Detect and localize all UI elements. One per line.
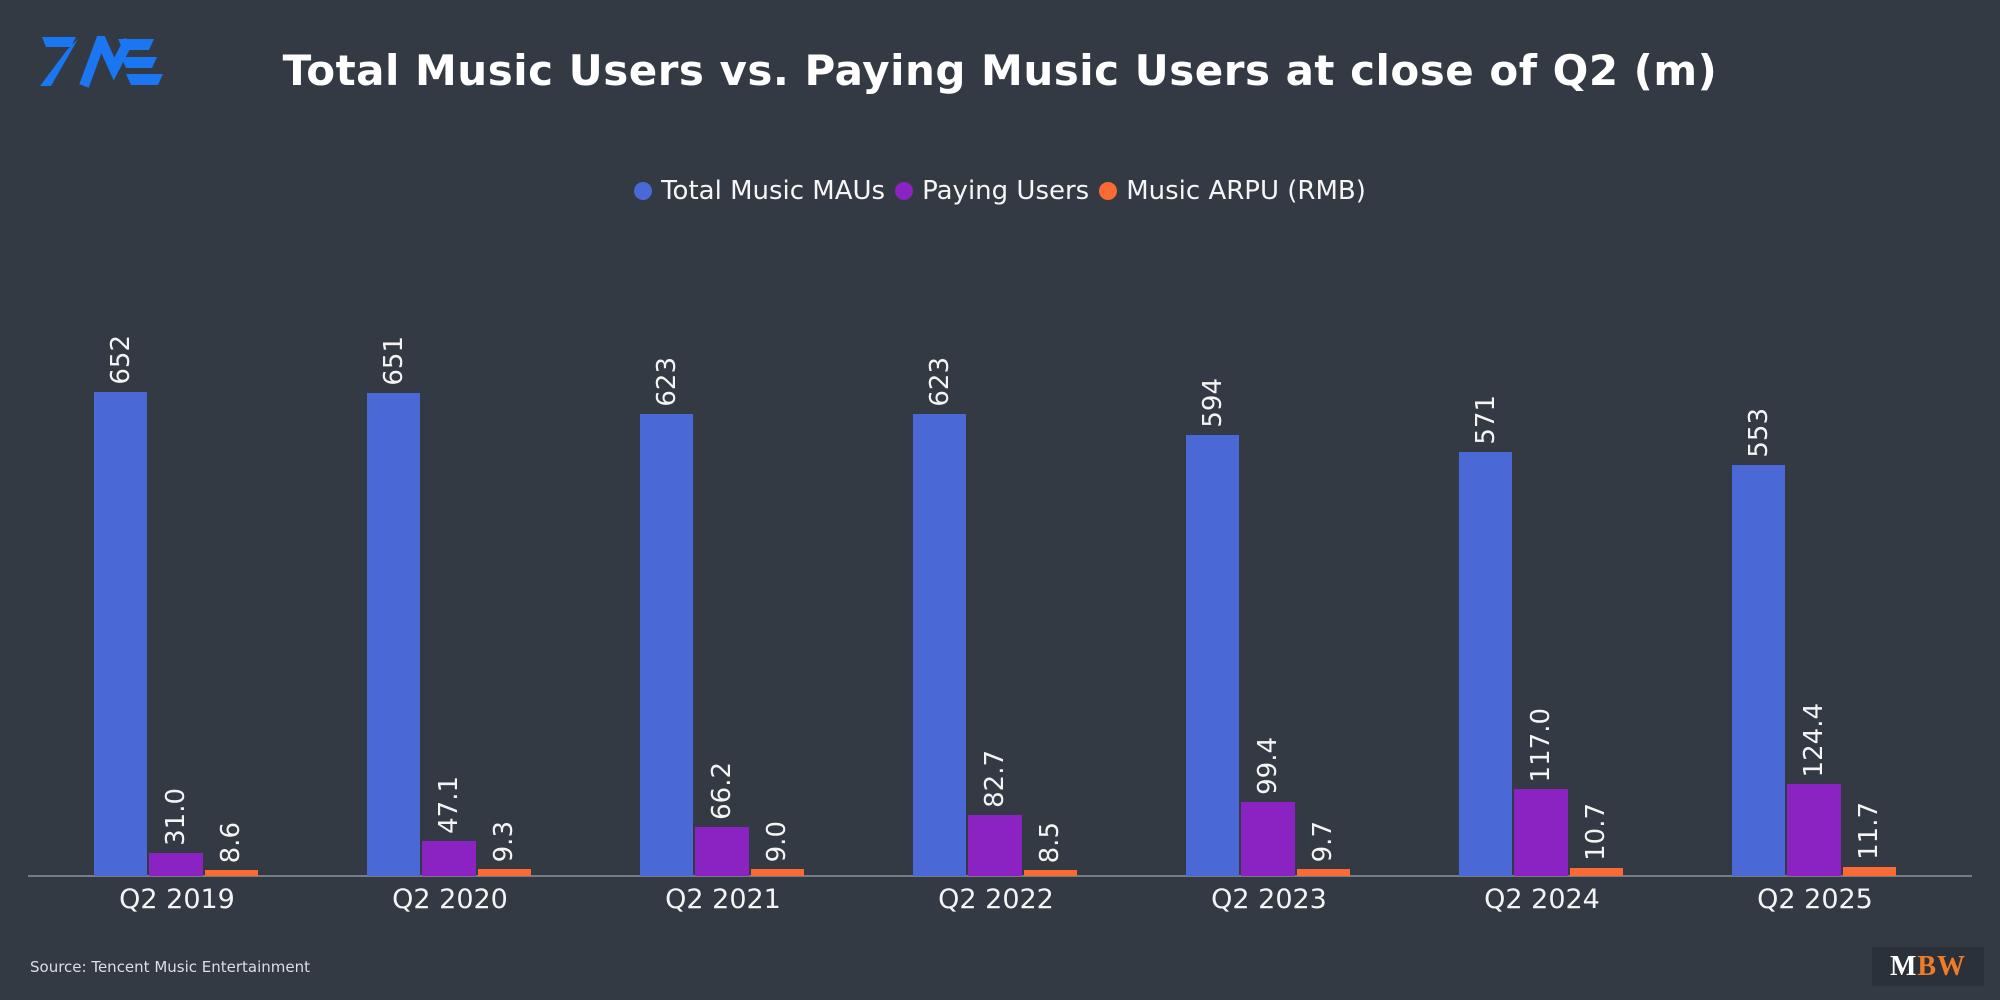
bar-total-music-maus-q2-2019: 652: [94, 335, 148, 876]
x-axis-label-q2-2023: Q2 2023: [1211, 884, 1327, 915]
bar-music-arpu-rmb--q2-2025: 11.7: [1842, 802, 1896, 876]
bar-music-arpu-rmb--q2-2023: 9.7: [1296, 821, 1350, 876]
chart-title: Total Music Users vs. Paying Music Users…: [282, 46, 1718, 95]
x-axis-label-q2-2025: Q2 2025: [1757, 884, 1873, 915]
bar-group-q2-2023: 594 99.4 9.7 Q2 2023: [1186, 378, 1352, 915]
legend-item-music-arpu: Music ARPU (RMB): [1099, 176, 1366, 206]
bar-group-q2-2024: 571 117.0 10.7 Q2 2024: [1459, 392, 1625, 915]
bar-group-q2-2025: 553 124.4 11.7 Q2 2025: [1732, 392, 1898, 915]
bar-value-label: 82.7: [979, 750, 1010, 808]
x-axis-line: [28, 875, 1972, 877]
bar-value-label: 553: [1743, 408, 1774, 458]
bar-value-label: 623: [924, 357, 955, 407]
bar-paying-users-q2-2019: 31.0: [149, 788, 203, 876]
legend-dot-music-arpu: [1099, 182, 1118, 200]
bar-paying-users-q2-2023: 99.4: [1241, 737, 1295, 876]
bar-music-arpu-rmb--q2-2021: 9.0: [750, 821, 804, 876]
bar-paying-users-q2-2022: 82.7: [968, 750, 1022, 876]
source-text: Source: Tencent Music Entertainment: [30, 958, 311, 976]
legend-label-paying-users: Paying Users: [922, 176, 1090, 206]
bar-paying-users-q2-2021: 66.2: [695, 762, 749, 876]
legend-dot-paying-users: [895, 182, 914, 200]
bar-value-label: 8.5: [1035, 821, 1066, 863]
bar-value-label: 9.3: [489, 820, 520, 862]
bar-total-music-maus-q2-2021: 623: [640, 357, 694, 876]
bar-value-label: 47.1: [433, 776, 464, 834]
legend-label-music-arpu: Music ARPU (RMB): [1126, 176, 1366, 206]
bar-music-arpu-rmb--q2-2020: 9.3: [477, 821, 531, 876]
bar-music-arpu-rmb--q2-2019: 8.6: [204, 822, 258, 876]
bar-value-label: 594: [1197, 378, 1228, 428]
bar-value-label: 9.0: [762, 820, 793, 862]
mbw-logo: M BW: [1872, 947, 1984, 986]
bar-music-arpu-rmb--q2-2024: 10.7: [1569, 803, 1623, 876]
bar-value-label: 99.4: [1252, 737, 1283, 795]
x-axis-label-q2-2020: Q2 2020: [392, 884, 508, 915]
bar-total-music-maus-q2-2022: 623: [913, 357, 967, 876]
x-axis-label-q2-2019: Q2 2019: [119, 884, 235, 915]
bar-value-label: 66.2: [706, 762, 737, 820]
legend: Total Music MAUs Paying Users Music ARPU…: [0, 176, 2000, 206]
x-axis-label-q2-2024: Q2 2024: [1484, 884, 1600, 915]
bar-total-music-maus-q2-2025: 553: [1732, 408, 1786, 876]
bar-value-label: 124.4: [1798, 702, 1829, 777]
bar-value-label: 8.6: [216, 821, 247, 863]
bar-value-label: 117.0: [1525, 707, 1556, 782]
legend-item-paying-users: Paying Users: [895, 176, 1089, 206]
bar-value-label: 9.7: [1308, 820, 1339, 862]
bar-total-music-maus-q2-2023: 594: [1186, 378, 1240, 876]
bar-group-q2-2022: 623 82.7 8.5 Q2 2022: [913, 357, 1079, 915]
bar-paying-users-q2-2025: 124.4: [1787, 703, 1841, 876]
bar-value-label: 31.0: [160, 788, 191, 846]
bar-group-q2-2019: 652 31.0 8.6 Q2 2019: [94, 335, 260, 915]
bar-value-label: 10.7: [1581, 803, 1612, 861]
bar-group-q2-2020: 651 47.1 9.3 Q2 2020: [367, 336, 533, 915]
bar-value-label: 11.7: [1854, 802, 1885, 860]
bar-group-q2-2021: 623 66.2 9.0 Q2 2021: [640, 357, 806, 915]
legend-dot-total-music-maus: [634, 182, 653, 200]
tme-logo-icon: [40, 36, 163, 88]
bar-paying-users-q2-2024: 117.0: [1514, 708, 1568, 876]
bar-value-label: 651: [378, 336, 409, 386]
legend-label-total-music-maus: Total Music MAUs: [661, 176, 886, 206]
tme-logo-shapes: [40, 36, 163, 88]
bar-total-music-maus-q2-2020: 651: [367, 336, 421, 876]
bar-music-arpu-rmb--q2-2022: 8.5: [1023, 822, 1077, 876]
x-axis-label-q2-2021: Q2 2021: [665, 884, 781, 915]
mbw-logo-bw: BW: [1917, 950, 1967, 982]
bar-paying-users-q2-2020: 47.1: [422, 776, 476, 876]
x-axis-label-q2-2022: Q2 2022: [938, 884, 1054, 915]
mbw-logo-m: M: [1889, 950, 1918, 982]
bar-value-label: 571: [1470, 395, 1501, 445]
legend-item-total-music-maus: Total Music MAUs: [634, 176, 885, 206]
bar-value-label: 652: [105, 335, 136, 385]
bar-total-music-maus-q2-2024: 571: [1459, 395, 1513, 876]
bar-value-label: 623: [651, 357, 682, 407]
